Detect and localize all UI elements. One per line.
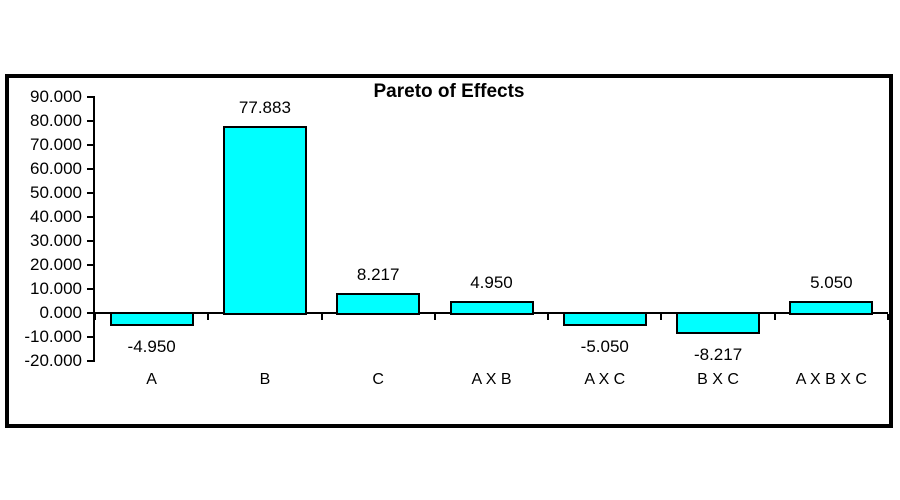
y-axis-tick-label: -10.000	[24, 327, 82, 346]
category-label-c: C	[372, 371, 384, 388]
y-axis-tick	[87, 240, 94, 242]
x-axis-tick	[773, 314, 776, 320]
value-label-c: 8.217	[356, 265, 400, 285]
y-axis-tick-label: 20.000	[30, 255, 82, 274]
value-label-b: 77.883	[238, 98, 291, 118]
y-axis-tick-label: 50.000	[30, 183, 82, 202]
y-axis-tick	[87, 192, 94, 194]
y-axis-tick	[87, 264, 94, 266]
x-axis-tick	[207, 314, 210, 320]
bar-b	[222, 126, 307, 315]
category-label-a-x-c: A X C	[584, 371, 626, 388]
bar-a-x-b-x-c	[789, 300, 874, 315]
x-axis-tick	[660, 314, 663, 320]
bar-a-x-c	[562, 312, 647, 327]
chart-border-frame	[5, 74, 893, 428]
category-label-a-x-b: A X B	[471, 371, 512, 388]
x-axis-tick	[94, 314, 96, 320]
bar-a-x-b	[449, 301, 534, 315]
category-label-b-x-c: B X C	[697, 371, 739, 388]
value-label-a-x-c: -5.050	[580, 337, 629, 357]
category-label-a-x-b-x-c: A X B X C	[795, 371, 867, 388]
y-axis-tick	[87, 336, 94, 338]
y-axis-line	[93, 96, 95, 362]
y-axis-tick-label: 60.000	[30, 159, 82, 178]
value-label-b-x-c: -8.217	[693, 344, 743, 364]
bar-a	[109, 312, 194, 326]
y-axis-tick	[87, 288, 94, 290]
value-label-a: -4.950	[127, 336, 176, 356]
y-axis-tick-label: 90.000	[30, 87, 82, 106]
y-axis-tick-label: 10.000	[30, 279, 82, 298]
y-axis-tick	[87, 168, 94, 170]
value-label-a-x-b: 4.950	[470, 273, 513, 293]
value-label-a-x-b-x-c: 5.050	[810, 272, 853, 292]
y-axis-tick-label: 30.000	[30, 231, 82, 250]
y-axis-tick-label: 40.000	[30, 207, 82, 226]
y-axis-tick	[87, 216, 94, 218]
chart-title: Pareto of Effects	[373, 81, 525, 102]
bar-c	[336, 293, 421, 315]
y-axis-tick	[87, 120, 94, 122]
x-axis-tick	[887, 314, 889, 320]
x-axis-tick	[433, 314, 436, 320]
y-axis-tick	[87, 144, 94, 146]
y-axis-tick	[87, 96, 94, 98]
x-axis-tick	[547, 314, 550, 320]
x-axis-tick	[320, 314, 323, 320]
category-label-a: A	[146, 371, 157, 388]
y-axis-tick	[87, 312, 94, 314]
category-label-b: B	[259, 371, 271, 388]
y-axis-tick-label: 80.000	[30, 111, 82, 130]
y-axis-tick-label: 70.000	[30, 135, 82, 154]
y-axis-tick-label: -20.000	[24, 351, 82, 370]
y-axis-tick	[87, 360, 94, 362]
y-axis-tick-label: 0.000	[39, 303, 82, 322]
bar-b-x-c	[676, 312, 761, 334]
